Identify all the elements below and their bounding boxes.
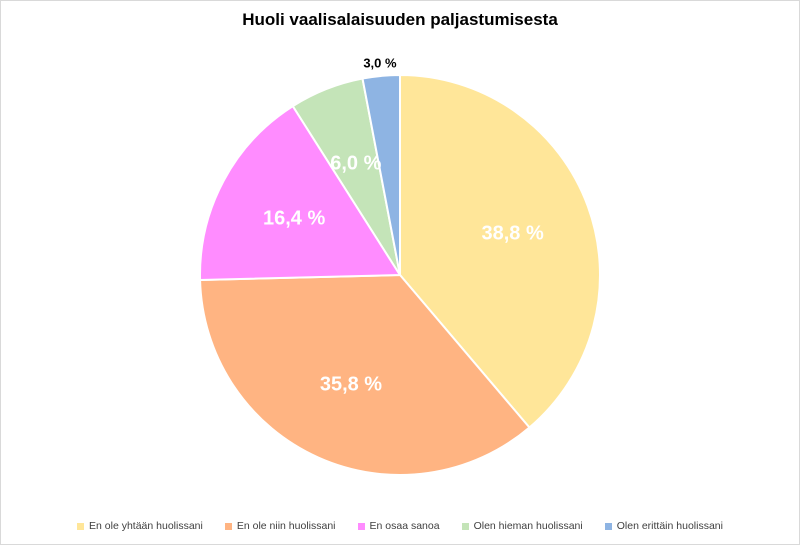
pie-labels: 38,8 % 35,8 % 16,4 % 6,0 % 3,0 % (263, 55, 544, 395)
legend-item-en-ole-niin-huolissani: En ole niin huolissani (224, 520, 336, 532)
data-label-en-ole-yht-n-huolissani: 38,8 % (482, 223, 544, 245)
legend-label: Olen erittäin huolissani (616, 520, 723, 532)
data-label-olen-hieman-huolissani: 6,0 % (330, 152, 381, 174)
pie-slice-en-ole-yht-n-huolissani (399, 73, 601, 429)
legend-swatch (77, 522, 85, 530)
chart-legend: En ole yhtään huolissani En ole niin huol… (0, 520, 800, 532)
chart-title: Huoli vaalisalaisuuden paljastumisesta (242, 10, 558, 29)
legend-label: Olen hieman huolissani (473, 520, 583, 532)
data-label-en-osaa-sanoa: 16,4 % (263, 208, 325, 230)
legend-swatch (224, 522, 232, 530)
data-label-olen-eritt-in-huolissani: 3,0 % (363, 55, 397, 70)
legend-item-en-osaa-sanoa: En osaa sanoa (357, 520, 440, 532)
pie-slice-olen-eritt-in-huolissani (361, 73, 401, 276)
legend-label: En ole yhtään huolissani (89, 520, 203, 532)
legend-swatch (357, 522, 365, 530)
data-label-en-ole-niin-huolissani: 35,8 % (320, 374, 382, 396)
legend-swatch (604, 522, 612, 530)
legend-item-olen-eritt-in-huolissani: Olen erittäin huolissani (604, 520, 723, 532)
legend-swatch (461, 522, 469, 530)
pie-slices (199, 73, 601, 476)
pie-slice-en-osaa-sanoa (199, 104, 402, 282)
legend-label: En ole niin huolissani (236, 520, 336, 532)
legend-item-olen-hieman-huolissani: Olen hieman huolissani (461, 520, 583, 532)
legend-item-en-ole-yht-n-huolissani: En ole yhtään huolissani (77, 520, 203, 532)
pie-slice-en-ole-niin-huolissani (199, 273, 531, 476)
legend-label: En osaa sanoa (369, 520, 440, 532)
